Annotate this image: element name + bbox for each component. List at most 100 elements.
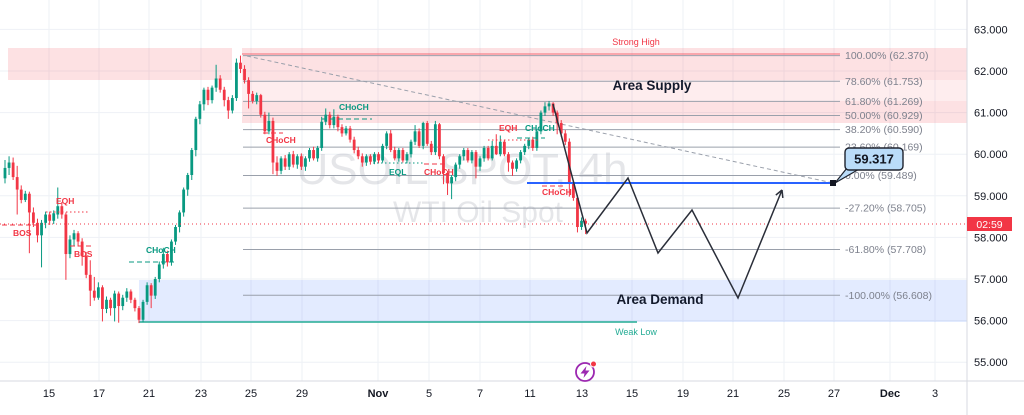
candle-body <box>11 162 15 178</box>
candle-body <box>352 139 356 151</box>
time-axis-label: 7 <box>477 388 483 400</box>
candle-body <box>356 150 360 157</box>
supply-zone-band[interactable] <box>242 48 967 80</box>
candle-body <box>259 95 263 115</box>
candle-body <box>442 156 445 173</box>
candle-body <box>563 133 567 142</box>
candle-body <box>174 227 177 242</box>
candle-body <box>194 118 198 151</box>
candle-body <box>198 104 202 119</box>
candle-body <box>547 103 551 107</box>
candle-body <box>340 127 344 134</box>
candle-body <box>328 114 332 126</box>
fib-level-label: -61.80% (57.708) <box>845 244 926 256</box>
zones-layer[interactable] <box>8 48 967 323</box>
candle-body <box>255 95 259 101</box>
candle-body <box>76 233 80 242</box>
price-axis-label: 56.000 <box>974 316 1008 328</box>
zigzag-arrowhead <box>781 189 784 199</box>
supply-zone-left[interactable] <box>8 48 232 80</box>
candle-body <box>486 147 490 159</box>
candle-body <box>283 158 287 167</box>
candle-body <box>251 93 255 101</box>
time-axis-label: Dec <box>880 388 900 400</box>
structure-label-choch: CHoCH <box>339 102 369 112</box>
candle-body <box>68 239 72 255</box>
candle-body <box>348 128 352 140</box>
time-axis-label: 5 <box>426 388 432 400</box>
price-projection-zigzag[interactable] <box>552 103 783 300</box>
candle-body <box>247 80 250 94</box>
event-marker[interactable] <box>575 360 597 382</box>
fib-level-label: 61.80% (61.269) <box>845 96 923 108</box>
time-axis-label: 17 <box>93 388 105 400</box>
candle-body <box>478 158 482 167</box>
supply-zone-band[interactable] <box>242 101 967 123</box>
candle-body <box>515 160 518 169</box>
price-axis-label: 55.000 <box>974 357 1008 369</box>
time-axis-strip[interactable] <box>0 381 967 415</box>
candle-body <box>458 156 462 165</box>
price-tooltip[interactable] <box>844 147 904 171</box>
candle-body <box>417 131 421 146</box>
price-axis-label: 58.000 <box>974 232 1008 244</box>
time-axis[interactable]: 15 17 21 23 25 29 Nov 5 7 11 13 15 19 21 25 27 Dec 3 <box>43 388 938 400</box>
time-axis-label: 11 <box>524 388 535 400</box>
candle-body <box>84 256 88 275</box>
price-axis-label: 63.000 <box>974 24 1008 36</box>
candle-body <box>295 156 299 165</box>
candle-body <box>48 214 52 221</box>
candle-body <box>502 141 506 155</box>
candle-body <box>235 62 238 99</box>
fib-level-label: 100.00% (62.370) <box>845 50 928 62</box>
candle-body <box>117 293 121 307</box>
time-axis-label: Nov <box>368 388 390 400</box>
candle-body <box>320 121 324 148</box>
ray-anchor-dot[interactable] <box>830 180 836 186</box>
candles-layer <box>3 55 587 324</box>
candle-body <box>243 68 246 81</box>
structure-label-eql: EQL <box>389 167 406 177</box>
demand-zone[interactable] <box>139 280 967 322</box>
price-axis[interactable]: 63.000 62.000 61.000 60.000 59.000 58.000 57.0… <box>967 24 1012 369</box>
event-alert-dot <box>590 360 597 368</box>
supply-zone-band[interactable] <box>242 80 967 101</box>
price-axis-label: 57.000 <box>974 274 1008 286</box>
candle-body <box>360 156 364 163</box>
candle-body <box>511 162 514 169</box>
candle-body <box>72 233 76 240</box>
candle-body <box>60 206 64 215</box>
candle-body <box>101 287 104 309</box>
candle-body <box>572 182 575 198</box>
candle-body <box>381 145 384 161</box>
price-axis-label: 60.000 <box>974 149 1008 161</box>
candle-body <box>226 100 230 111</box>
candle-body <box>96 287 100 298</box>
candle-body <box>263 114 267 132</box>
time-axis-label: 25 <box>245 388 257 400</box>
candle-body <box>157 264 161 280</box>
structure-annotations: BOS EQH BOS CHoCH CHoCH CHoCH EQL CHoCH EQH CHoCH… <box>2 102 572 263</box>
candle-body <box>576 197 579 228</box>
time-axis-label: 27 <box>828 388 840 400</box>
price-axis-label: 62.000 <box>974 66 1008 78</box>
candle-body <box>125 291 129 298</box>
price-axis-strip[interactable] <box>967 0 1024 415</box>
structure-label-choch: CHoCH <box>525 123 555 133</box>
candle-body <box>44 214 47 223</box>
candle-body <box>316 147 320 159</box>
candle-body <box>291 154 295 165</box>
structure-label-bos: BOS <box>13 228 32 238</box>
structure-label-bos: BOS <box>74 249 93 259</box>
candle-body <box>121 297 125 307</box>
price-axis-label: 59.000 <box>974 191 1008 203</box>
candle-body <box>433 124 437 153</box>
candle-body <box>523 145 527 153</box>
candle-body <box>421 123 425 146</box>
candle-body <box>397 150 401 159</box>
candle-body <box>129 291 133 300</box>
fib-trend-line <box>246 55 834 184</box>
